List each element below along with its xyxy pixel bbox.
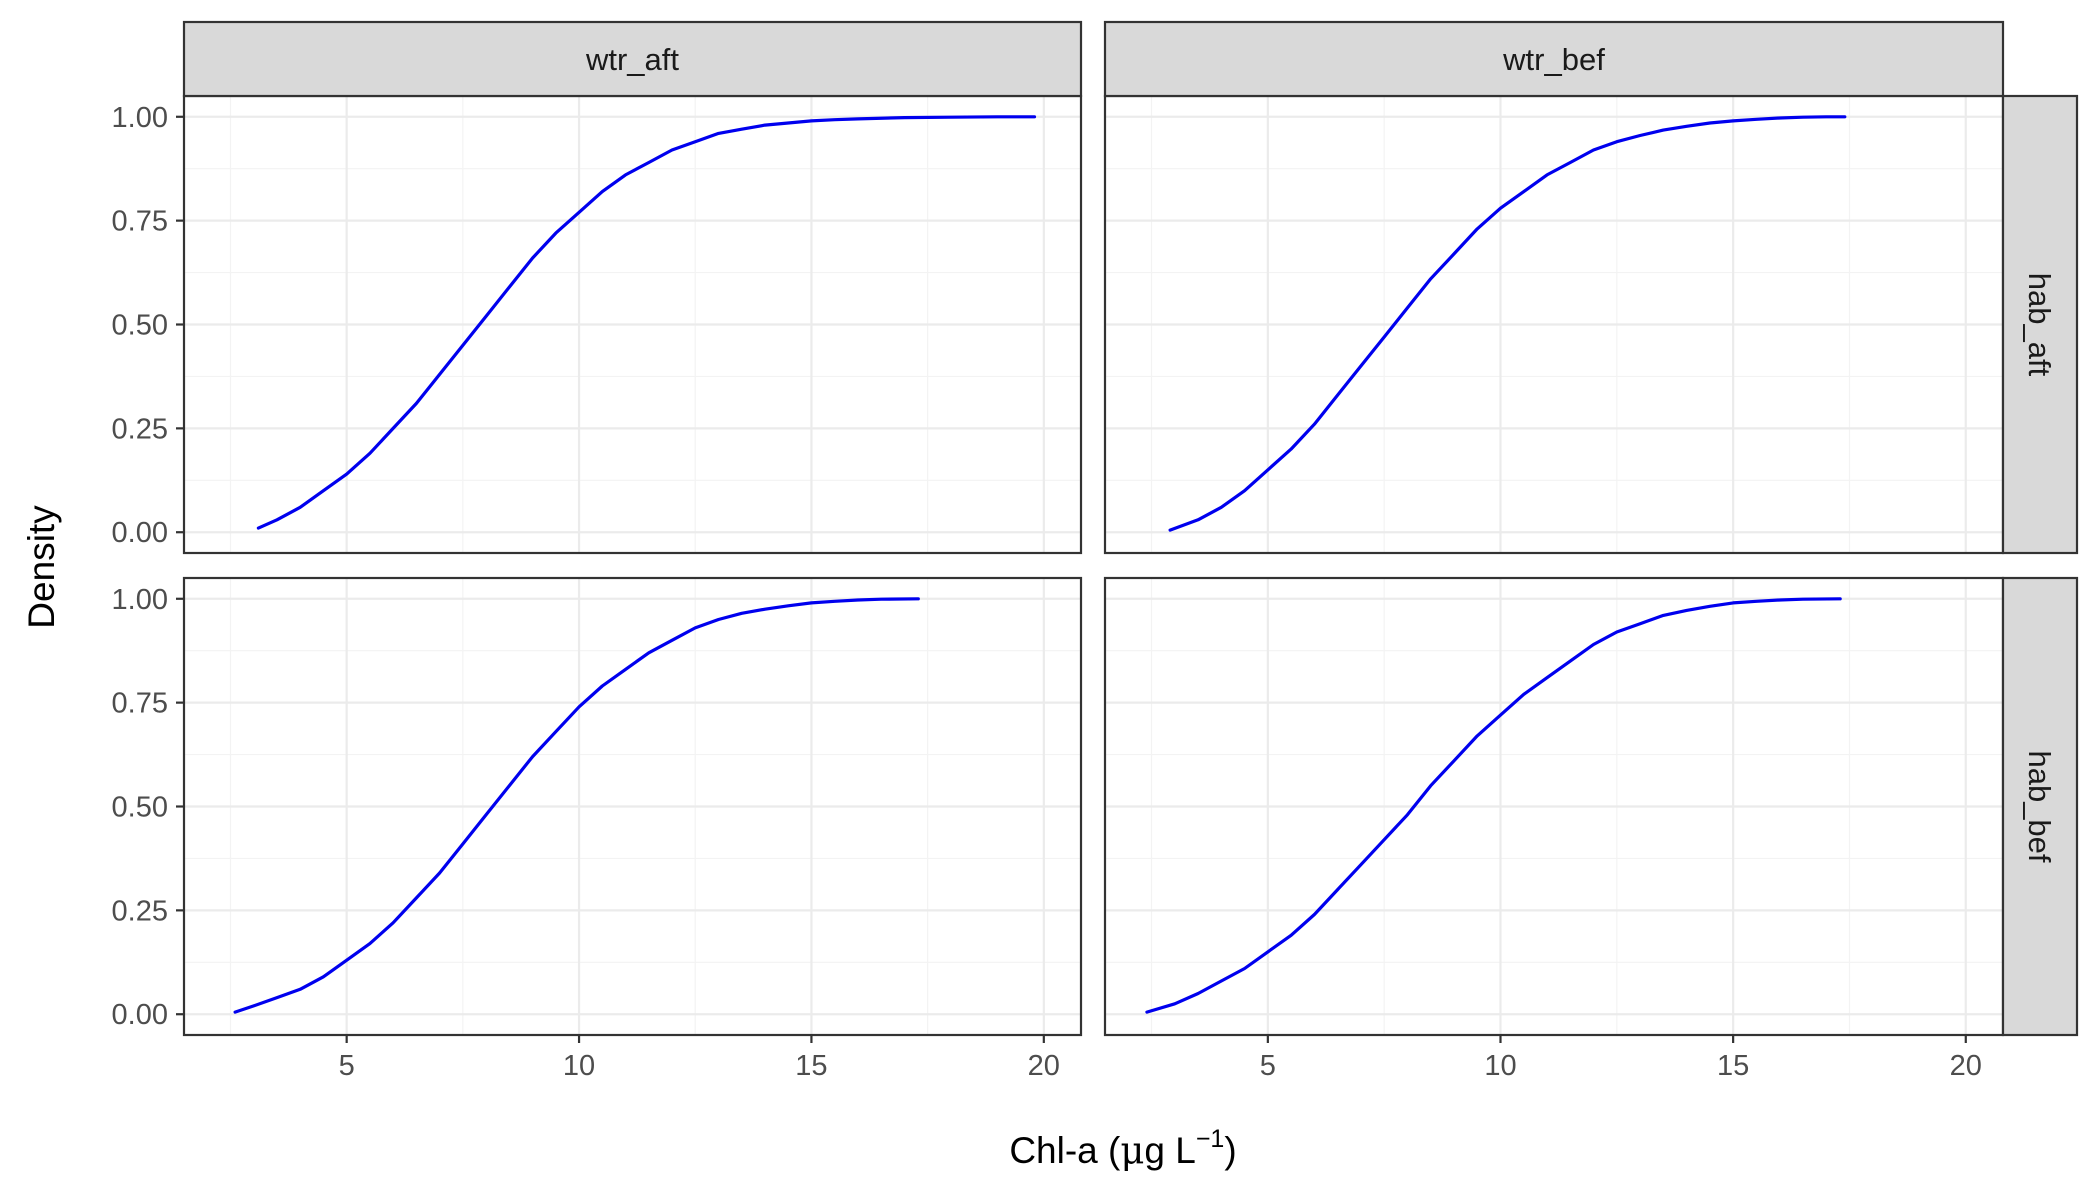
- column-strip-wtr_aft: wtr_aft: [182, 20, 1083, 98]
- panel-wtr_bef-hab_bef: [1103, 576, 2005, 1037]
- row-strip-hab_aft: hab_aft: [2001, 94, 2079, 555]
- row-strip-label: hab_aft: [2022, 273, 2057, 377]
- x-tick-label: 10: [1484, 1050, 1516, 1082]
- strip-background: [2001, 94, 2079, 555]
- axes-layer: 0.00 0.25 0.50 0.75 1.00 0.00 0.25 0.50 0.75 1.00…: [112, 102, 1982, 1082]
- ecdf-line-wtr_bef-hab_aft: [1168, 115, 1847, 532]
- x-tick-label: 20: [1028, 1050, 1060, 1082]
- y-tick-label: 0.00: [112, 517, 168, 549]
- panels-layer: [182, 94, 2005, 1037]
- strips-layer: wtr_aft wtr_bef hab_aft hab_bef: [182, 20, 2079, 1037]
- y-tick-label: 0.50: [112, 792, 168, 824]
- ecdf-line-wtr_aft-hab_bef: [233, 597, 920, 1014]
- column-strip-label: wtr_aft: [585, 42, 679, 77]
- x-tick-label: 10: [563, 1050, 595, 1082]
- x-axis-title-unit: g L: [1144, 1130, 1195, 1171]
- x-tick-label: 15: [795, 1050, 827, 1082]
- panel-wtr_bef-hab_aft: [1103, 94, 2005, 555]
- y-tick-label: 0.50: [112, 310, 168, 342]
- x-axis-title: Chl-a (μg L−1): [1009, 1125, 1236, 1172]
- strip-background: [182, 20, 1083, 98]
- row-strip-hab_bef: hab_bef: [2001, 576, 2079, 1037]
- y-axis-title: Density: [21, 505, 62, 629]
- y-tick-label: 0.75: [112, 688, 168, 720]
- x-axis-title-prefix: Chl-a (: [1009, 1130, 1121, 1171]
- panel-wtr_aft-hab_bef: [182, 576, 1083, 1037]
- x-tick-label: 20: [1950, 1050, 1982, 1082]
- y-tick-label: 0.25: [112, 895, 168, 927]
- x-tick-label: 15: [1717, 1050, 1749, 1082]
- ecdf-line-wtr_bef-hab_bef: [1145, 597, 1842, 1014]
- y-tick-label: 0.00: [112, 999, 168, 1031]
- strip-background: [2001, 576, 2079, 1037]
- column-strip-wtr_bef: wtr_bef: [1103, 20, 2005, 98]
- x-tick-label: 5: [339, 1050, 355, 1082]
- x-axis-title-suffix: ): [1224, 1130, 1236, 1171]
- column-strip-label: wtr_bef: [1502, 42, 1605, 77]
- x-axis-title-mu: μ: [1120, 1129, 1144, 1172]
- panel-wtr_aft-hab_aft: [182, 94, 1083, 555]
- y-tick-label: 0.75: [112, 206, 168, 238]
- x-tick-label: 5: [1260, 1050, 1276, 1082]
- y-tick-label: 1.00: [112, 102, 168, 134]
- ecdf-line-wtr_aft-hab_aft: [256, 115, 1037, 530]
- x-axis-title-superscript: −1: [1196, 1125, 1225, 1153]
- y-tick-label: 0.25: [112, 413, 168, 445]
- strip-background: [1103, 20, 2005, 98]
- y-tick-label: 1.00: [112, 584, 168, 616]
- row-strip-label: hab_bef: [2022, 750, 2057, 862]
